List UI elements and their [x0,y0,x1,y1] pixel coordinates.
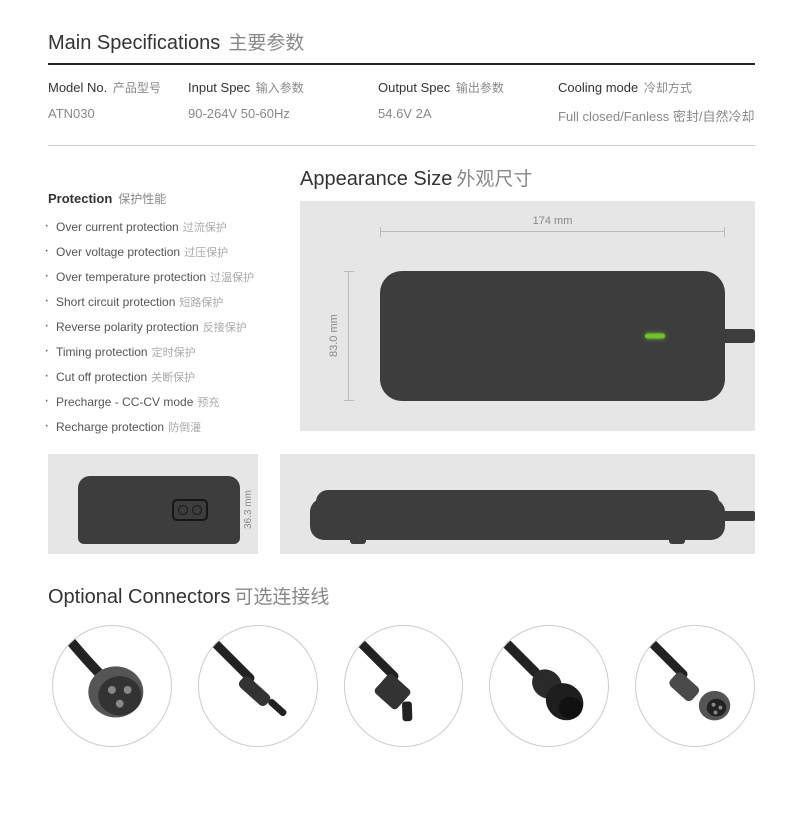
depth-dimension: 36.3 mm [243,476,254,544]
output-cord-icon [725,511,755,521]
spec-divider [48,145,755,146]
list-item: Over current protection过流保护 [48,219,288,235]
spec-header: Input Spec 输入参数 [188,79,378,106]
list-item: Reverse polarity protection反接保护 [48,319,288,335]
connectors-title: Optional Connectors可选连接线 [48,582,755,609]
spec-value-row: ATN030 90-264V 50-60Hz 54.6V 2A Full clo… [48,106,755,141]
list-item: Cut off protection关断保护 [48,369,288,385]
charger-top-view [380,271,725,401]
main-spec-title-cn: 主要参数 [228,28,304,55]
spec-header: Output Spec 输出参数 [378,79,558,106]
list-item: Precharge - CC-CV mode预充 [48,394,288,410]
led-indicator-icon [645,334,665,339]
spec-value: 54.6V 2A [378,106,558,137]
connector-xlr-icon [52,625,172,747]
back-view-panel: 36.3 mm [48,454,258,554]
width-dimension: 174 mm [380,215,725,231]
list-item: Short circuit protection短路保护 [48,294,288,310]
top-view-diagram: 174 mm 83.0 mm [300,201,755,431]
connector-right-angle-icon [344,625,464,747]
list-item: Over temperature protection过温保护 [48,269,288,285]
charger-side-view [310,498,725,540]
connector-aviation-icon [635,625,755,747]
dim-line [380,231,725,232]
side-view-panel [280,454,755,554]
main-spec-title-en: Main Specifications [48,32,220,55]
dim-line [348,271,349,401]
spec-value: 90-264V 50-60Hz [188,106,378,137]
charger-back-view [78,476,240,544]
spec-header: Model No. 产品型号 [48,79,188,106]
connector-dc-barrel-icon [198,625,318,747]
spec-value: Full closed/Fanless 密封/自然冷却 [558,106,755,141]
connectors-row [48,625,755,747]
output-cord-icon [725,329,755,343]
list-item: Recharge protection防倒灌 [48,419,288,435]
list-item: Timing protection定时保护 [48,344,288,360]
main-spec-title: Main Specifications 主要参数 [48,28,755,65]
spec-header-row: Model No. 产品型号 Input Spec 输入参数 Output Sp… [48,79,755,106]
protection-heading: Protection保护性能 [48,190,288,207]
connector-round-icon [489,625,609,747]
list-item: Over voltage protection过压保护 [48,244,288,260]
protection-list: Over current protection过流保护 Over voltage… [48,219,288,435]
appearance-title: Appearance Size外观尺寸 [300,164,755,191]
spec-value: ATN030 [48,106,188,137]
height-dimension: 83.0 mm [328,271,344,401]
iec-inlet-icon [172,499,208,521]
spec-header: Cooling mode 冷却方式 [558,79,755,106]
